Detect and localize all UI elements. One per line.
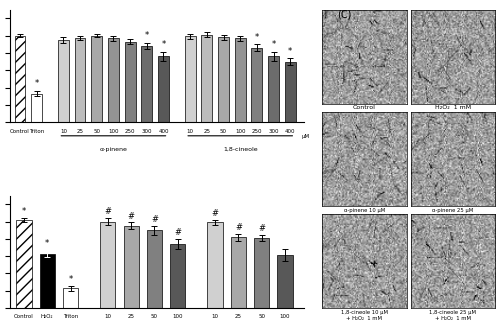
Bar	[202, 35, 212, 122]
Bar	[124, 42, 136, 122]
X-axis label: 1,8-cineole 10 μM
+ H₂O₂  1 mM: 1,8-cineole 10 μM + H₂O₂ 1 mM	[341, 309, 388, 321]
Text: *: *	[144, 31, 149, 40]
Text: #: #	[258, 224, 265, 233]
Bar	[158, 56, 169, 122]
Text: #: #	[128, 212, 134, 221]
Bar	[208, 222, 222, 308]
X-axis label: H₂O₂  1 mM: H₂O₂ 1 mM	[435, 106, 471, 110]
Text: *: *	[255, 33, 259, 42]
Bar	[218, 37, 229, 122]
Bar	[14, 36, 26, 122]
X-axis label: α-pinene 25 μM
+ H₂O₂  1 mM: α-pinene 25 μM + H₂O₂ 1 mM	[432, 207, 474, 219]
Bar	[108, 38, 119, 122]
Bar	[278, 255, 292, 308]
Text: *: *	[45, 239, 50, 248]
Text: α-pinene: α-pinene	[100, 147, 128, 152]
Text: *: *	[272, 40, 276, 49]
Text: #: #	[104, 207, 112, 216]
Bar	[235, 38, 246, 122]
Bar	[254, 238, 270, 308]
Bar	[63, 288, 78, 308]
Bar	[231, 237, 246, 308]
Text: *: *	[162, 40, 166, 49]
X-axis label: 1,8-cineole 25 μM
+ H₂O₂  1 mM: 1,8-cineole 25 μM + H₂O₂ 1 mM	[430, 309, 476, 321]
Bar	[16, 220, 32, 308]
Bar	[268, 56, 279, 122]
Bar	[40, 254, 55, 308]
Text: *: *	[288, 47, 292, 56]
Bar	[74, 38, 86, 122]
Text: #: #	[235, 223, 242, 232]
Text: #: #	[151, 215, 158, 224]
Text: #: #	[212, 209, 218, 218]
Text: #: #	[174, 228, 182, 237]
Bar	[147, 230, 162, 308]
Text: μM: μM	[301, 134, 309, 139]
Text: *: *	[34, 80, 39, 89]
Bar	[285, 62, 296, 122]
X-axis label: Control: Control	[353, 106, 376, 110]
Bar	[92, 36, 102, 122]
Text: (C): (C)	[338, 10, 352, 20]
Bar	[32, 94, 42, 122]
Bar	[58, 40, 69, 122]
Text: *: *	[68, 275, 72, 284]
Bar	[185, 37, 196, 122]
X-axis label: α-pinene 10 μM
+ H₂O₂  1 mM: α-pinene 10 μM + H₂O₂ 1 mM	[344, 207, 385, 219]
Text: *: *	[22, 207, 26, 216]
Bar	[100, 221, 116, 308]
Bar	[142, 46, 152, 122]
Text: 1,8-cineole: 1,8-cineole	[223, 147, 258, 152]
Bar	[170, 244, 186, 308]
Bar	[252, 48, 262, 122]
Bar	[124, 226, 139, 308]
